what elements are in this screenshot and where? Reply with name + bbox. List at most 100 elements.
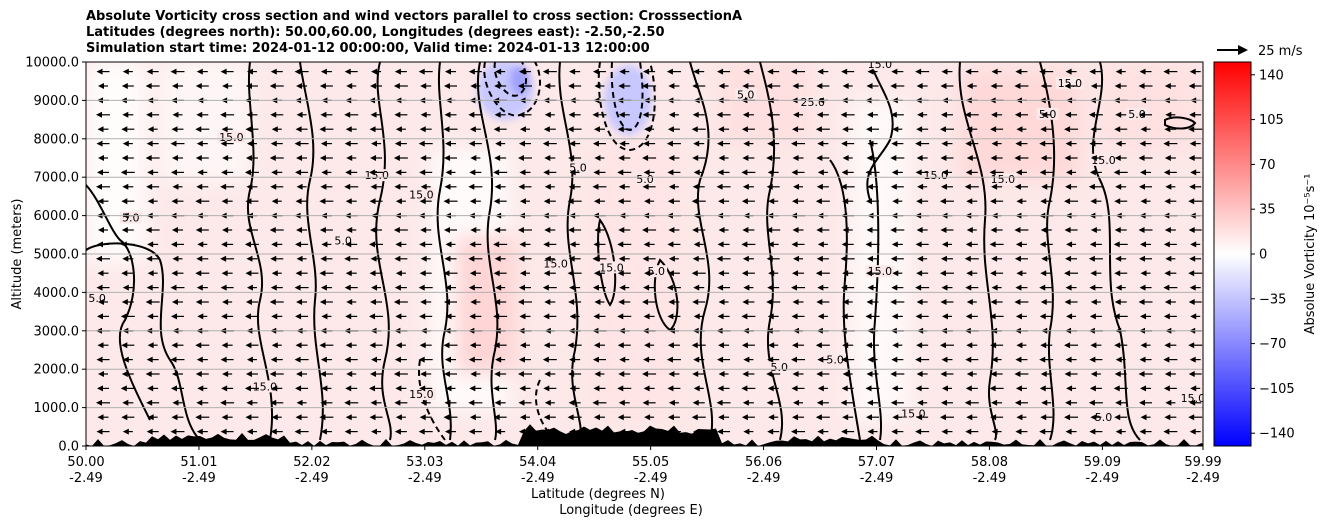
wind-vector-head: [1188, 227, 1195, 233]
wind-vector-head: [1163, 313, 1170, 320]
wind-vector-head: [1189, 284, 1196, 291]
wind-vector-head: [394, 356, 401, 363]
wind-vector-head: [97, 198, 104, 205]
wind-vector-head: [171, 342, 178, 349]
wind-vector-head: [741, 241, 748, 248]
wind-vector-head: [1188, 414, 1195, 421]
wind-vector-head: [841, 284, 848, 291]
wind-vector-head: [493, 342, 500, 349]
wind-vector-head: [717, 313, 724, 320]
wind-vector-head: [816, 111, 823, 118]
wind-vector-head: [867, 284, 874, 291]
wind-vector-head: [618, 155, 625, 161]
wind-vector-head: [593, 198, 600, 205]
wind-vector-head: [642, 155, 649, 161]
wind-vector-head: [1163, 140, 1170, 147]
wind-vector-head: [221, 169, 228, 176]
wind-vector-head: [147, 313, 154, 320]
contour-5-center: [436, 62, 452, 441]
wind-vector-head: [768, 270, 775, 277]
wind-vector-head: [693, 140, 700, 147]
wind-vector-head: [817, 68, 824, 75]
wind-vector-head: [766, 299, 773, 305]
wind-vector-head: [1164, 155, 1171, 161]
wind-vector-head: [865, 126, 872, 133]
contour-label: 15.0: [219, 131, 244, 144]
wind-vector-head: [420, 183, 427, 190]
wind-vector-head: [915, 284, 922, 291]
wind-vector-head: [743, 284, 750, 291]
wind-vector-head: [742, 255, 749, 262]
wind-vector-head: [990, 342, 997, 349]
wind-vector-head: [147, 126, 154, 133]
wind-vector-head: [767, 428, 774, 435]
wind-vector-head: [1115, 68, 1122, 75]
wind-vector-head: [494, 183, 501, 190]
wind-vector-head: [122, 68, 129, 75]
wind-vector-head: [594, 227, 601, 233]
wind-vector-head: [170, 313, 177, 320]
wind-vector-head: [891, 169, 898, 176]
wind-vector-head: [419, 169, 426, 176]
contour-label: 5.0: [1128, 108, 1146, 121]
wind-vector-head: [1088, 255, 1095, 262]
wind-vector-head: [594, 155, 601, 161]
wind-vector-head: [766, 183, 773, 190]
wind-vector-head: [195, 371, 202, 377]
wind-vector-head: [172, 183, 179, 190]
wind-vector-head: [171, 371, 178, 377]
wind-vector-head: [815, 198, 822, 205]
colorbar-tick-label: 140: [1259, 68, 1284, 83]
wind-vector-head: [147, 414, 154, 421]
wind-vector-head: [865, 414, 872, 421]
wind-vector-head: [964, 399, 971, 406]
wind-vector-head: [420, 255, 427, 262]
wind-vector-head: [393, 371, 400, 377]
contour-15-west: [246, 62, 274, 441]
wind-vector-head: [866, 183, 873, 190]
wind-vector-head: [518, 111, 525, 118]
wind-vector-head: [642, 183, 649, 190]
wind-vector-head: [693, 385, 700, 392]
wind-vector-head: [1189, 183, 1196, 190]
wind-vector-head: [518, 68, 525, 75]
wind-vector-head: [1138, 83, 1145, 89]
wind-vector-head: [220, 68, 227, 75]
wind-vector-head: [470, 227, 477, 233]
wind-vector-head: [444, 255, 451, 262]
wind-vector-head: [369, 313, 376, 320]
wind-vector-head: [494, 227, 501, 233]
wind-vector-head: [270, 399, 277, 406]
wind-vector-head: [1039, 169, 1046, 176]
wind-vector-head: [395, 270, 402, 277]
colorbar-tick-label: −35: [1259, 292, 1286, 307]
wind-vector-head: [543, 414, 550, 421]
wind-vector-head: [1164, 342, 1171, 349]
wind-vector-head: [1015, 284, 1022, 291]
wind-vector-head: [568, 299, 575, 305]
contour-label: 25.0: [801, 96, 826, 109]
wind-vector-head: [717, 356, 724, 363]
wind-vector-head: [543, 169, 550, 176]
wind-vector-head: [791, 169, 798, 176]
wind-vector-head: [371, 428, 378, 435]
wind-reference-key: 25 m/s: [1217, 44, 1303, 59]
wind-vector-head: [1114, 270, 1121, 277]
wind-vector-head: [346, 83, 353, 89]
wind-vector-head: [269, 299, 276, 305]
wind-vector-head: [420, 111, 427, 118]
wind-vector-head: [468, 428, 475, 435]
wind-vector-head: [270, 356, 277, 363]
y-tick-label: 5000.0: [34, 248, 80, 263]
wind-vector-head: [419, 414, 426, 421]
wind-vector-head: [865, 342, 872, 349]
wind-vector-head: [196, 111, 203, 118]
wind-vector-head: [220, 255, 227, 262]
wind-vector-head: [296, 83, 303, 89]
contour-label: 5.0: [1095, 411, 1113, 424]
wind-vector-head: [667, 385, 674, 392]
wind-vector-head: [96, 255, 102, 262]
wind-vector-head: [916, 198, 923, 205]
wind-vector-head: [146, 399, 153, 406]
wind-vector-head: [1163, 68, 1170, 75]
